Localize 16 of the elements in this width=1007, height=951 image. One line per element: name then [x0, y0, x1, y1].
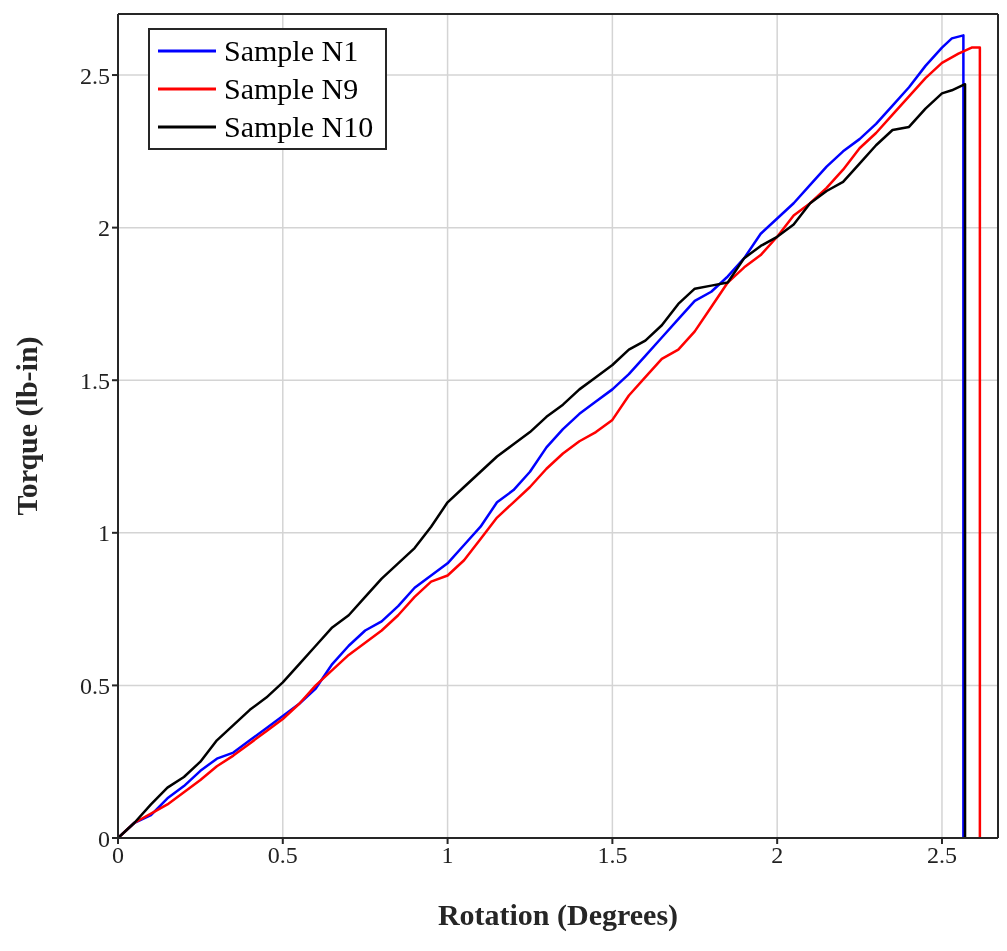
legend-label: Sample N9 — [224, 71, 359, 107]
legend-label: Sample N10 — [224, 109, 374, 145]
y-tick-label: 0.5 — [80, 672, 110, 699]
y-tick-label: 2 — [98, 215, 110, 242]
x-tick-label: 0.5 — [267, 842, 298, 869]
x-tick-label: 1 — [441, 842, 454, 869]
y-tick-label: 2.5 — [80, 62, 110, 89]
x-axis-title: Rotation (Degrees) — [437, 898, 679, 932]
x-tick-label: 1.5 — [597, 842, 628, 869]
y-tick-label: 1.5 — [80, 367, 110, 394]
y-tick-label: 0 — [98, 825, 110, 852]
x-tick-label: 2.5 — [926, 842, 957, 869]
x-tick-label: 2 — [771, 842, 784, 869]
y-axis-title: Torque (lb-in) — [9, 336, 44, 516]
legend-label: Sample N1 — [224, 33, 359, 69]
y-tick-label: 1 — [98, 520, 110, 547]
